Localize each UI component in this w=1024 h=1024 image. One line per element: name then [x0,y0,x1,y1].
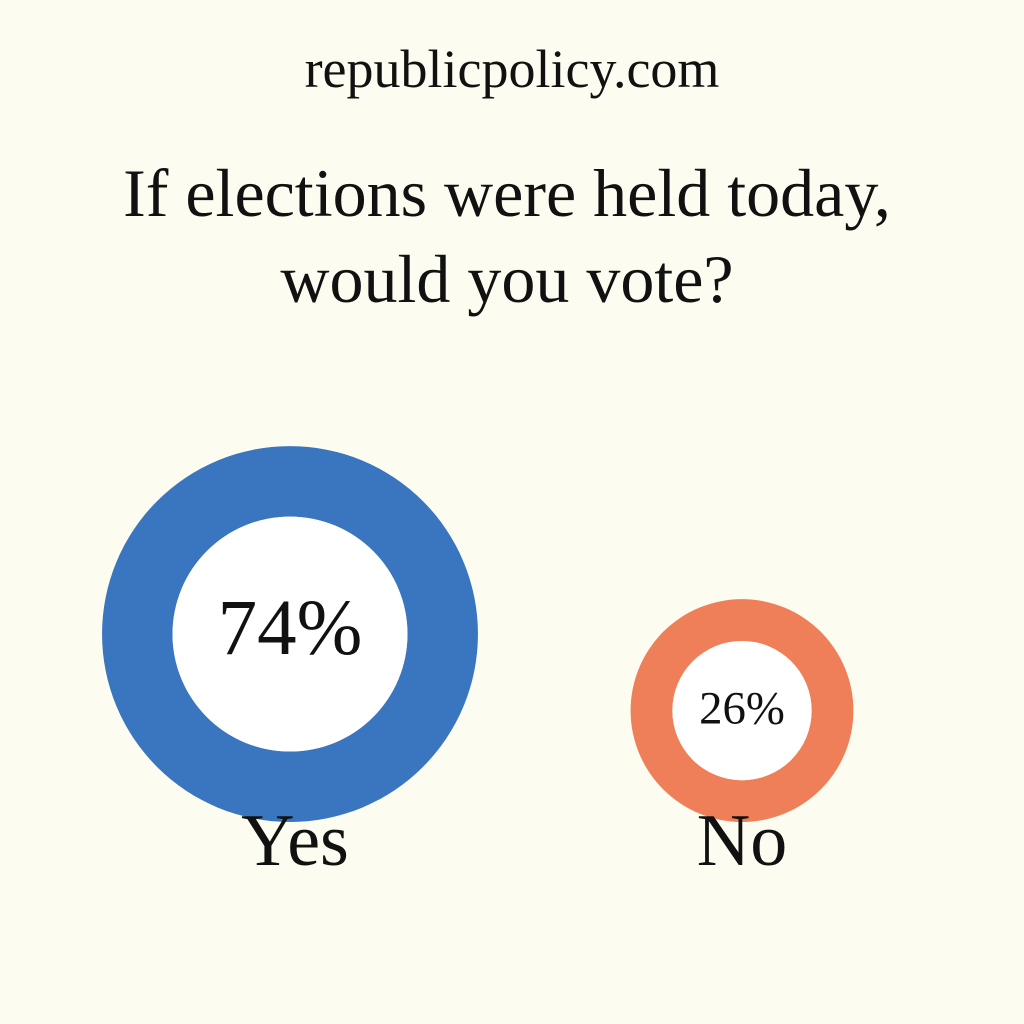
ring [630,599,854,822]
chart-title: If elections were held today, would you … [123,155,891,317]
value-label: 74% [218,585,363,672]
ring [102,446,478,822]
ring-hole [672,640,812,781]
category-label: No [697,800,787,882]
category-label: Yes [241,800,349,882]
ring-hole [172,516,408,752]
value-label: 26% [699,682,785,734]
site-name: republicpolicy.com [304,39,720,99]
